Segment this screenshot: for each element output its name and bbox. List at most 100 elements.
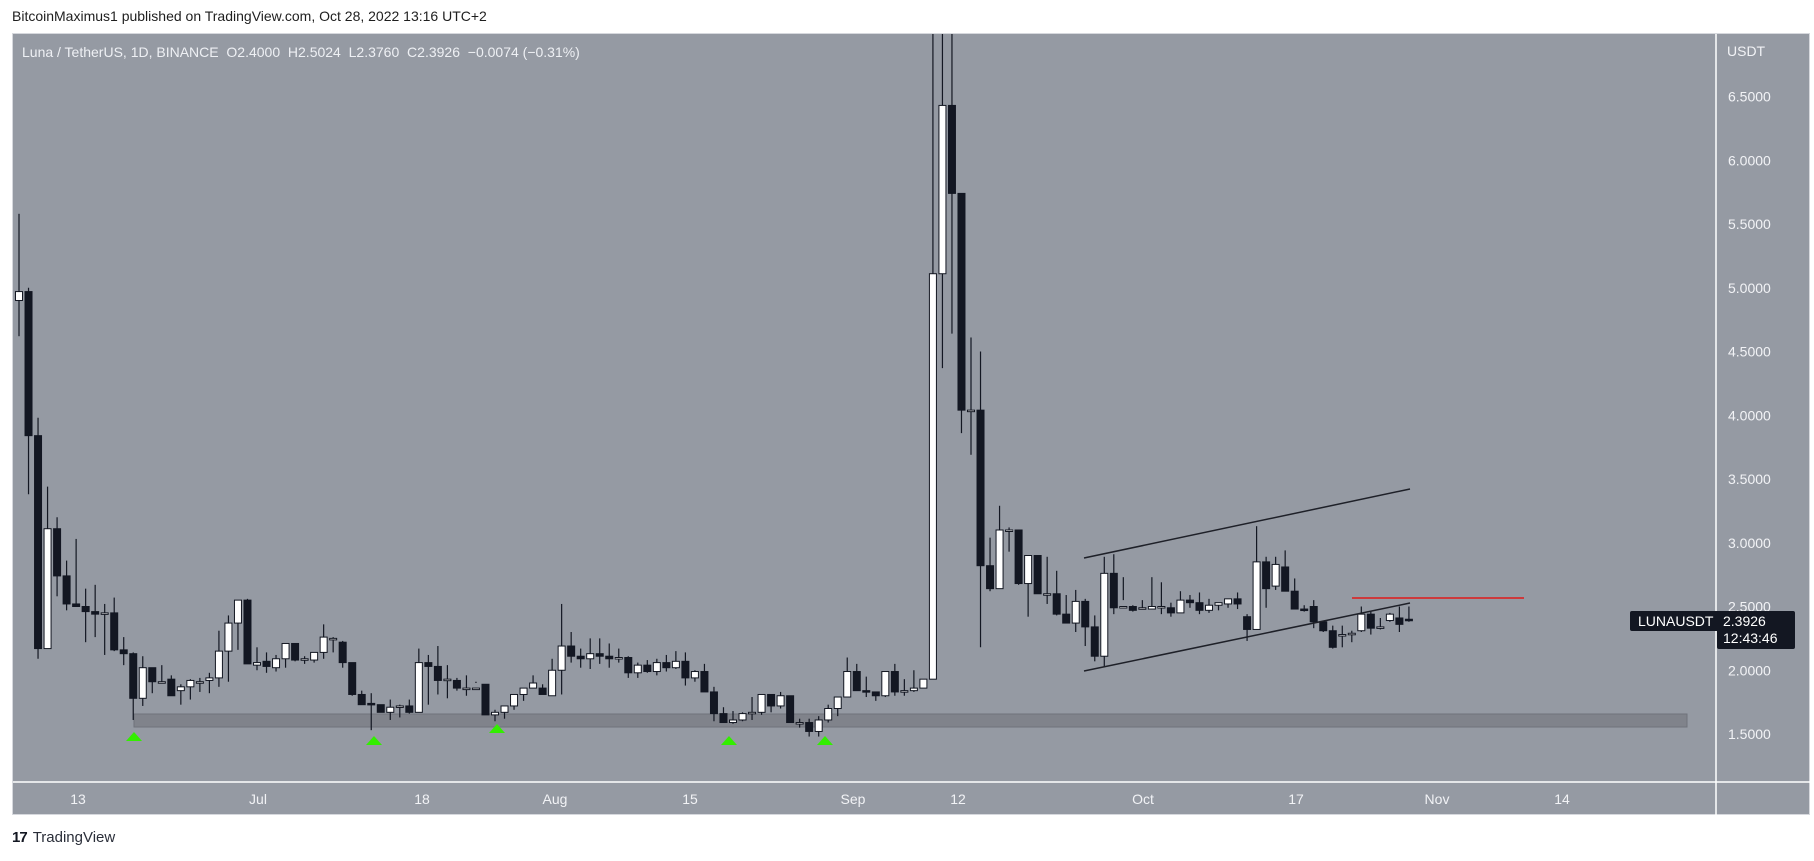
candle	[510, 693, 519, 710]
candle	[928, 34, 937, 680]
time-axis[interactable]: 13 Jul 18 Aug 15 Sep 12 Oct 17 Nov 14	[70, 791, 1570, 807]
candle	[643, 660, 652, 673]
candle	[862, 676, 871, 698]
candle	[1195, 592, 1204, 615]
candle	[72, 538, 81, 608]
candle	[576, 648, 585, 668]
candle	[986, 537, 995, 592]
candle	[214, 630, 223, 687]
candle	[405, 699, 414, 714]
time-tick: Sep	[841, 791, 866, 807]
time-tick: 13	[70, 791, 86, 807]
candle	[881, 671, 890, 698]
candle	[471, 681, 480, 691]
candle	[1205, 598, 1213, 613]
brand-name: TradingView	[32, 829, 116, 846]
candle	[1328, 625, 1337, 649]
candle	[605, 643, 614, 668]
high-label: H	[287, 44, 299, 60]
candle	[947, 34, 956, 334]
candle	[233, 599, 242, 650]
candle	[462, 675, 471, 696]
candle	[709, 686, 718, 722]
support-touch-arrow-icon	[366, 736, 382, 745]
candle	[1014, 529, 1023, 585]
candle	[452, 677, 461, 691]
candle	[557, 603, 566, 695]
candle	[995, 505, 1004, 590]
chart-frame[interactable]	[12, 33, 1810, 815]
candle	[614, 648, 623, 663]
channel-lower-line[interactable]	[1083, 602, 1411, 672]
candle	[138, 656, 147, 706]
candle	[776, 691, 785, 709]
price-tick: 4.0000	[1728, 407, 1771, 423]
price-tick: 6.5000	[1728, 89, 1771, 105]
support-touch-arrow-icon	[489, 724, 505, 733]
candle	[738, 712, 747, 722]
candle	[1052, 570, 1061, 616]
candle	[205, 672, 214, 694]
candle	[262, 652, 271, 673]
time-tick: 18	[414, 791, 430, 807]
footer-brand[interactable]: 17 TradingView	[12, 829, 115, 846]
candle	[424, 654, 433, 705]
candle	[757, 693, 766, 715]
candle	[1185, 595, 1194, 608]
candle	[1357, 606, 1366, 632]
candle	[148, 667, 157, 694]
candle	[586, 638, 595, 669]
candle	[1233, 592, 1242, 610]
candle	[253, 647, 261, 671]
candle	[852, 663, 861, 692]
candle	[1128, 605, 1137, 612]
publisher-caption: BitcoinMaximus1 published on TradingView…	[12, 8, 487, 24]
candle-countdown: 12:43:46	[1723, 630, 1778, 646]
price-tick: 2.0000	[1728, 662, 1771, 678]
candle	[376, 704, 385, 713]
candle	[157, 665, 166, 684]
time-tick: 14	[1554, 791, 1570, 807]
price-tick: 1.5000	[1728, 726, 1771, 742]
candle	[43, 486, 52, 650]
high-value: 2.5024	[298, 44, 341, 60]
time-tick: Oct	[1132, 791, 1154, 807]
candle	[1300, 605, 1309, 612]
open-value: 2.4000	[237, 44, 281, 60]
price-axis[interactable]: USDT 6.5000 6.0000 5.5000 5.0000 4.5000 4.0000…	[1727, 43, 1771, 742]
candle	[1033, 555, 1042, 595]
candle	[1071, 589, 1080, 632]
candle	[671, 651, 680, 669]
time-tick: Nov	[1425, 791, 1450, 807]
candle	[91, 584, 100, 638]
candle	[386, 699, 395, 720]
support-zone	[133, 713, 1688, 728]
candle	[338, 640, 347, 668]
candle	[919, 678, 928, 689]
candle	[281, 642, 290, 668]
candle	[690, 670, 699, 682]
candle	[567, 632, 576, 663]
candle	[1366, 611, 1375, 635]
candle	[224, 615, 233, 682]
candle	[1347, 630, 1356, 643]
candle	[167, 675, 176, 697]
candle	[1252, 526, 1261, 630]
plot-area[interactable]	[15, 33, 1688, 745]
candle	[129, 652, 138, 720]
candle	[548, 658, 557, 697]
candle	[291, 642, 300, 662]
symbol-price-tag: LUNAUSDT	[1630, 611, 1722, 631]
candle	[53, 517, 62, 597]
channel-upper-line[interactable]	[1083, 488, 1411, 559]
candle	[1338, 625, 1347, 648]
candle	[357, 690, 366, 706]
candle	[367, 693, 376, 731]
candle	[814, 716, 823, 737]
candle	[24, 287, 33, 495]
time-tick: 17	[1288, 791, 1304, 807]
support-touch-arrow-icon	[126, 732, 142, 741]
candle	[348, 662, 357, 696]
change-value: −0.0074 (−0.31%)	[467, 44, 580, 60]
